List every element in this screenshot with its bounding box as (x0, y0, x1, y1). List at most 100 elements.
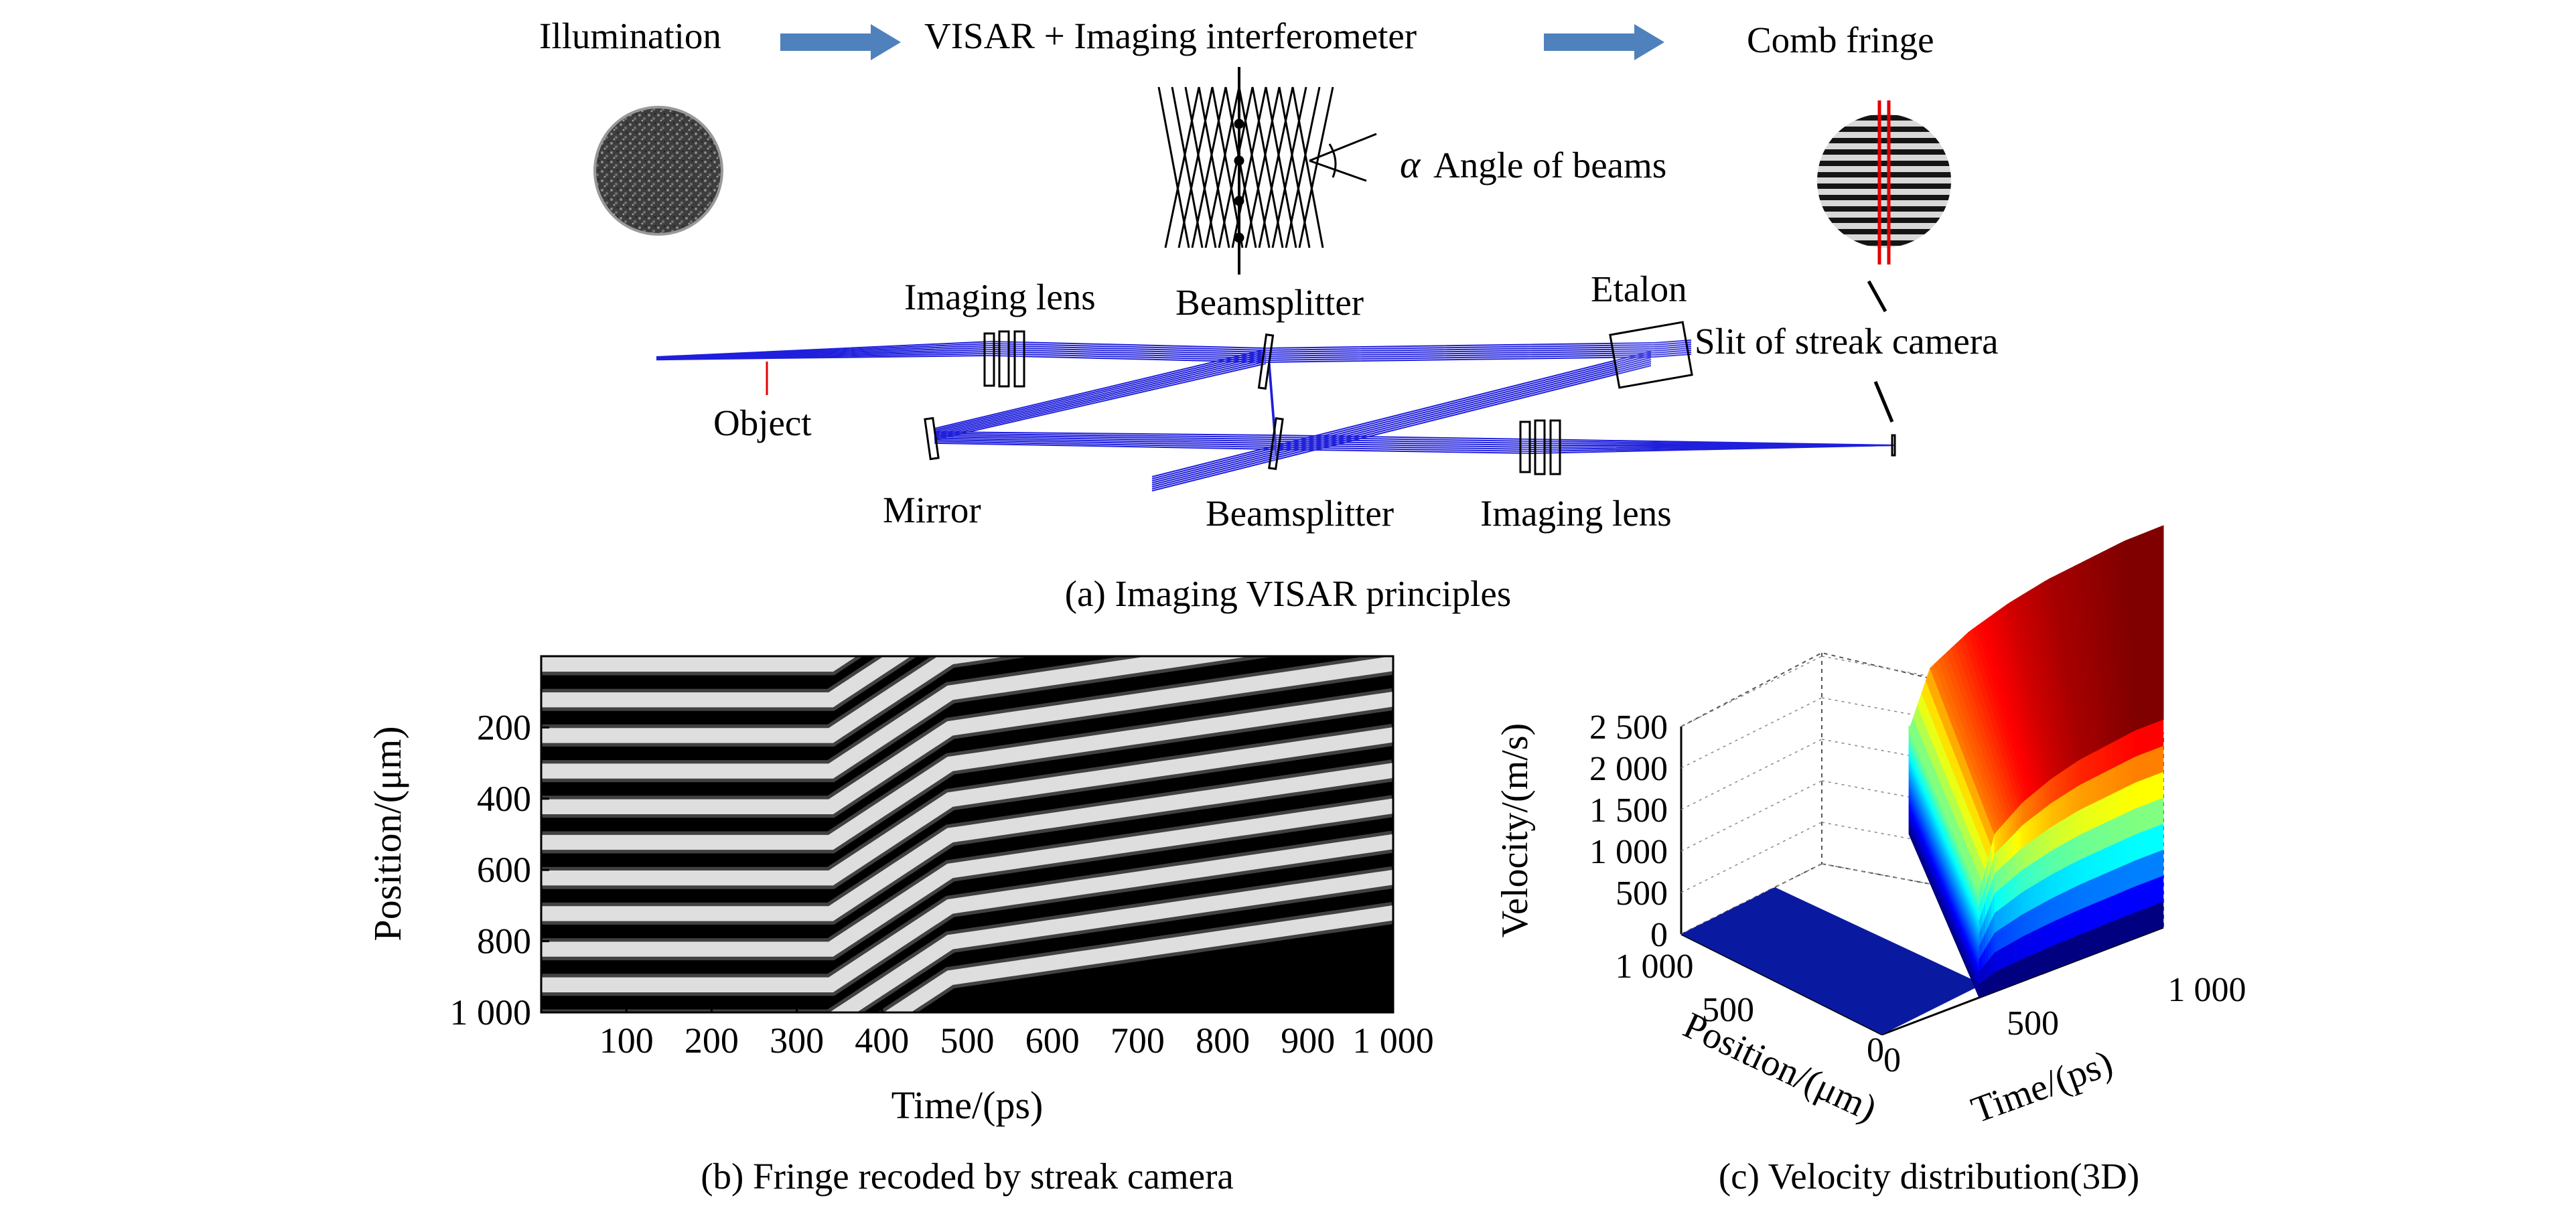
y-axis-ticks: 200 400 600 800 1 000 (450, 707, 549, 1033)
surface-front-band (2050, 897, 2054, 923)
surface-front-band (2046, 804, 2050, 831)
surface-front-band (2086, 830, 2090, 857)
surface-front-band (2040, 925, 2044, 951)
surface-front-band (2157, 902, 2161, 930)
surface-front-band (2108, 819, 2112, 847)
ray (1151, 363, 1652, 489)
surface-front-band (2009, 877, 2013, 902)
mirror-element (924, 416, 940, 461)
fringe-band (541, 798, 1393, 957)
surface-front-band (2046, 779, 2050, 807)
surface-front-band (2006, 901, 2010, 925)
ray (934, 434, 1896, 446)
position-tick-label: 0 (1867, 1031, 1884, 1069)
surface-front-band (2046, 899, 2050, 925)
surface-front-band (2092, 776, 2096, 804)
surface-front-band (2141, 882, 2145, 910)
ray (1151, 353, 1652, 479)
surface-front-band (2117, 738, 2121, 766)
surface-front-band (2065, 840, 2069, 868)
surface-front-band (2086, 804, 2090, 832)
surface-front-band (2043, 782, 2048, 810)
surface-front-band (2019, 958, 2023, 983)
surface-front-band (2102, 746, 2106, 774)
surface-front-band (2083, 906, 2087, 933)
surface-front-band (2052, 775, 2056, 803)
surface-front-band (2006, 922, 2010, 946)
streak-fringe-image (541, 656, 1393, 1012)
surface-front-band (2095, 749, 2099, 777)
surface-front-band (2046, 946, 2050, 972)
surface-front-band (1988, 974, 1992, 994)
ray (934, 361, 1267, 439)
surface-front-band (2095, 800, 2099, 828)
surface-front-band (2080, 808, 2084, 835)
surface-front-band (2050, 921, 2054, 947)
surface-front-band (2015, 828, 2019, 854)
surface-front-band (2006, 837, 2010, 862)
surface-front-band (2031, 930, 2035, 956)
surface-front-band (2102, 797, 2106, 825)
surface-front-band (2052, 800, 2056, 826)
surface-front-band (2050, 873, 2054, 900)
surface-front-band (2141, 804, 2145, 832)
surface-front-band (2129, 757, 2133, 786)
surface-front-band (2019, 869, 2023, 895)
surface-front-band (2052, 872, 2056, 899)
surface-front-band (2028, 931, 2032, 957)
fringe-band (829, 870, 1393, 1012)
panel-a: Illumination VISAR + Imaging interferome… (539, 15, 1999, 614)
surface-front-band (1994, 930, 1998, 953)
surface-front-band (2117, 917, 2121, 945)
surface-front-band (2009, 813, 2013, 839)
surface-front-band (2083, 781, 2087, 808)
surface-front-band (2147, 724, 2151, 752)
surface-front-band (2160, 797, 2164, 826)
surface-front-band (2068, 765, 2072, 793)
label-imaging-lens-top: Imaging lens (904, 277, 1096, 317)
surface-front-band (2062, 818, 2066, 845)
surface-front-band (2141, 752, 2145, 781)
surface-front-band (2040, 785, 2044, 812)
surface-front-band (2043, 947, 2048, 974)
lens-bottom-3 (1549, 419, 1561, 475)
x-tick-label: 800 (1196, 1020, 1250, 1061)
surface-front-band (2071, 887, 2075, 914)
surface-front-band (2151, 801, 2155, 829)
surface-front-band (2145, 829, 2149, 857)
surface-front-band (2021, 800, 2025, 826)
surface-front-band (2068, 888, 2072, 915)
lens-top-2 (998, 330, 1010, 388)
fringe-halo (541, 688, 1393, 854)
surface-front-band (2120, 787, 2124, 816)
surface-front-band (2056, 773, 2060, 801)
surface-front-band (2046, 851, 2050, 878)
surface-front-band (2034, 882, 2038, 908)
surface-front-band (2160, 875, 2164, 903)
slit-element (1891, 434, 1896, 457)
comb-stripe (1817, 138, 1951, 143)
surface-front-band (2123, 864, 2127, 892)
surface-front-band (2135, 806, 2139, 835)
surface-front-band (2068, 839, 2072, 866)
surface-front-band (2037, 927, 2041, 953)
ray (1269, 372, 1277, 457)
surface-front-band (2037, 787, 2041, 814)
surface-front-band (2126, 810, 2130, 839)
beam-line (1271, 86, 1307, 248)
surface-front-band (2037, 857, 2041, 883)
surface-wall-band (1908, 725, 1980, 893)
surface-front-band (2114, 919, 2118, 947)
surface-front-band (2019, 847, 2023, 873)
surface-front-band (1991, 972, 1995, 994)
comb-stripe (1817, 218, 1951, 223)
surface-front-band (2110, 792, 2115, 820)
surface-front-band (2151, 749, 2155, 777)
y-tick-label: 800 (477, 921, 531, 962)
beam-line (1285, 86, 1321, 248)
surface-front-band (1997, 928, 2001, 951)
surface-front-band (2000, 926, 2004, 949)
surface-front-band (2135, 729, 2139, 757)
beam-line (1291, 86, 1324, 248)
